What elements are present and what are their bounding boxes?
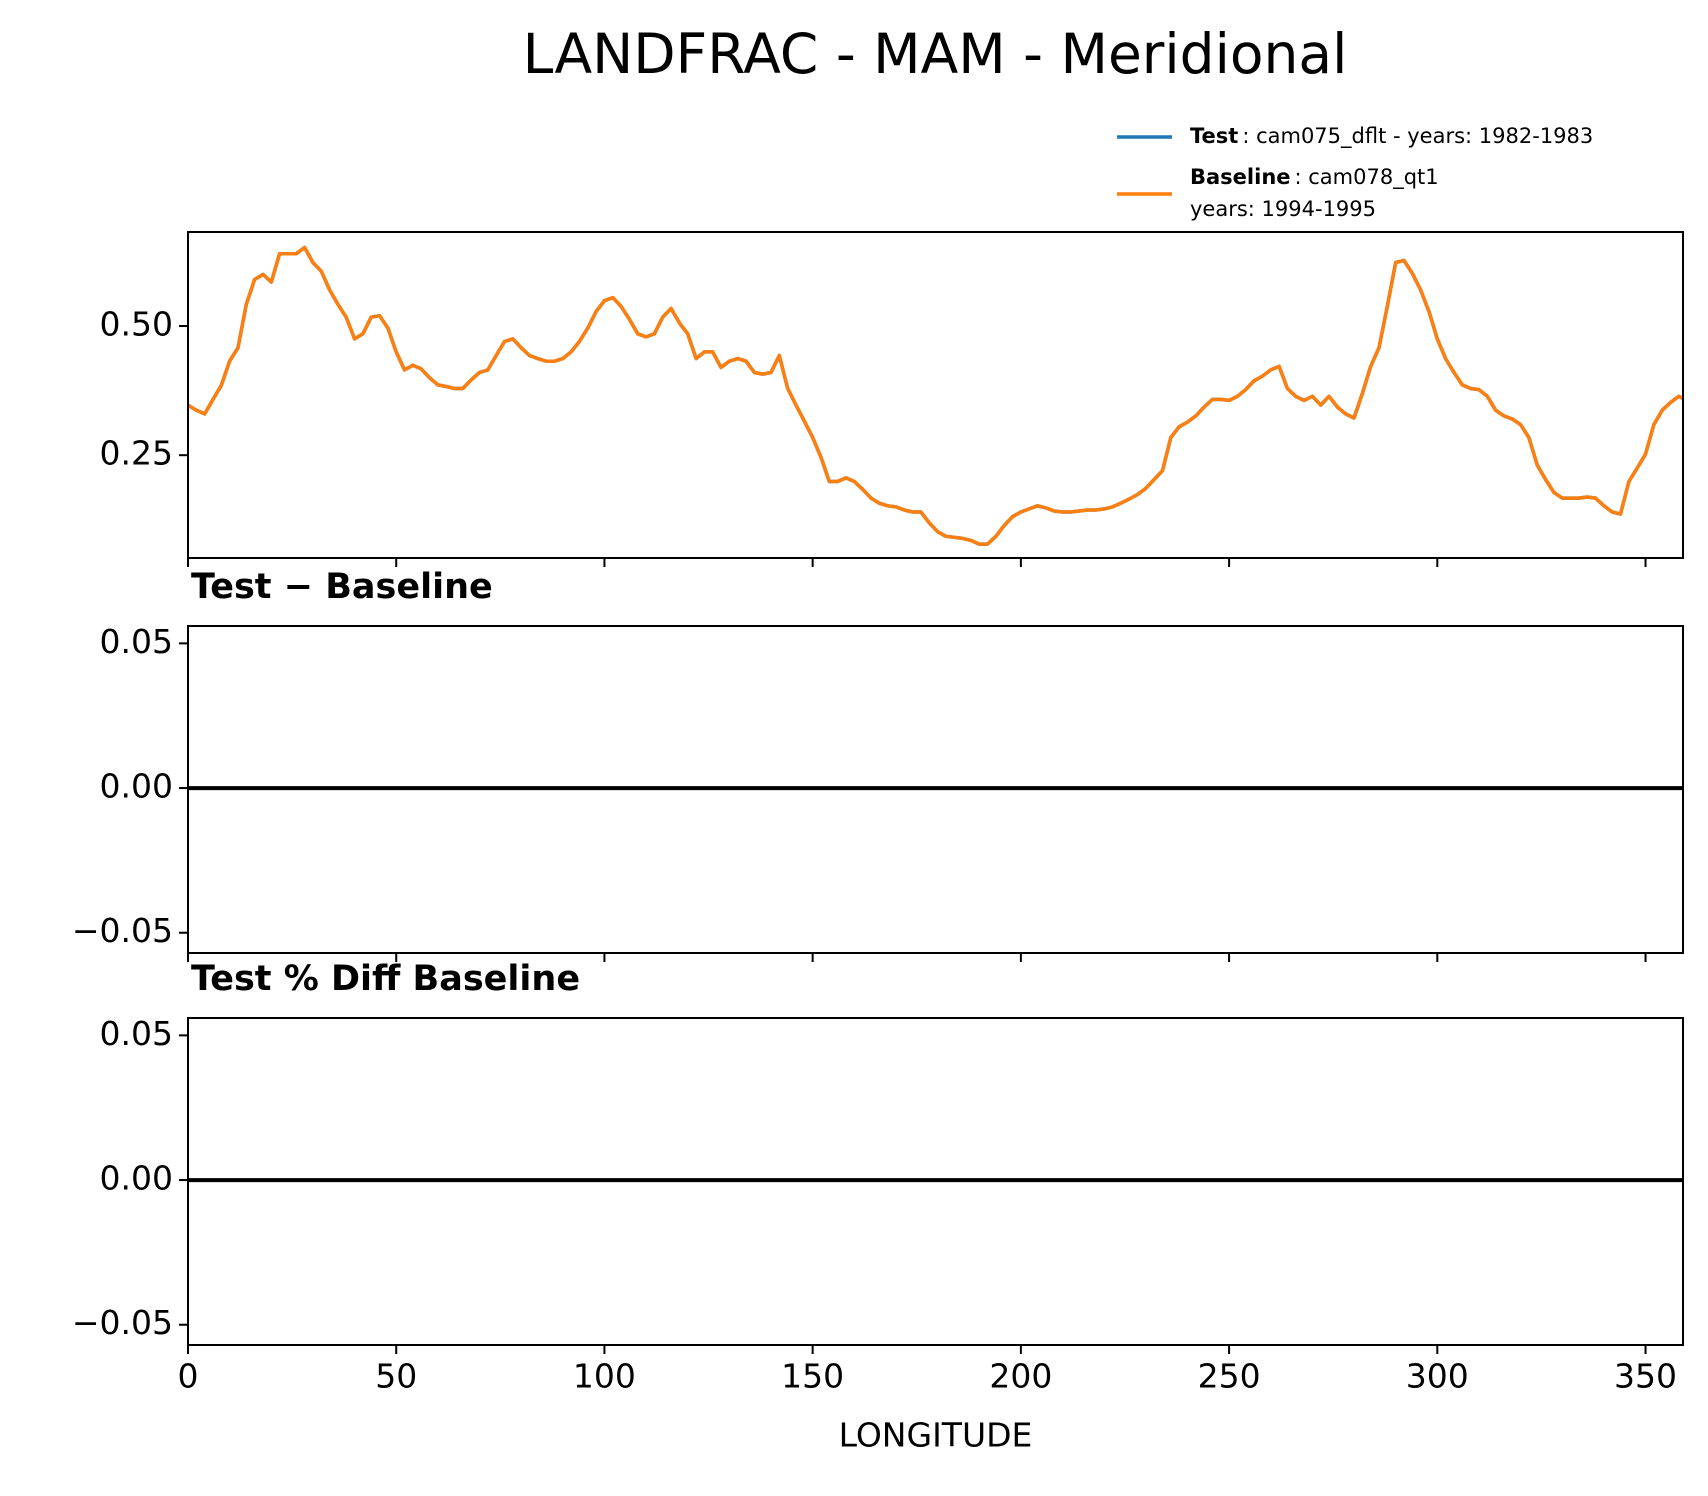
axes-frame	[187, 231, 1684, 559]
axes-frame	[187, 1017, 1684, 1346]
figure-title: LANDFRAC - MAM - Meridional	[523, 22, 1348, 86]
legend-text: Baseline: cam078_qt1	[1190, 165, 1439, 190]
legend-name: Baseline	[1190, 165, 1291, 189]
x-tick-label: 200	[989, 1357, 1052, 1396]
legend-detail: years: 1994-1995	[1190, 197, 1376, 221]
x-axis-label: LONGITUDE	[839, 1416, 1033, 1455]
y-tick-label: −0.05	[72, 1303, 173, 1342]
x-tick-label: 250	[1198, 1357, 1261, 1396]
x-tick-label: 350	[1614, 1357, 1677, 1396]
y-tick-label: 0.00	[100, 1159, 173, 1198]
x-tick-label: 300	[1406, 1357, 1469, 1396]
y-tick-label: 0.05	[100, 622, 173, 661]
axes-frame	[187, 625, 1684, 954]
x-tick-label: 50	[375, 1357, 417, 1396]
y-tick-label: 0.00	[100, 767, 173, 806]
y-tick-label: 0.25	[100, 434, 173, 473]
legend-name: Test	[1190, 124, 1238, 148]
plot-area	[188, 245, 1683, 546]
y-tick-label: 0.05	[100, 1014, 173, 1053]
x-tick-label: 150	[781, 1357, 844, 1396]
legend-detail: : cam075_dflt - years: 1982-1983	[1242, 124, 1593, 149]
panel-title: Test % Diff Baseline	[191, 959, 580, 999]
series-line	[188, 245, 1683, 546]
panel-title: Test − Baseline	[191, 567, 493, 607]
x-tick-label: 100	[573, 1357, 636, 1396]
x-tick-label: 0	[178, 1357, 199, 1396]
legend-text: Test: cam075_dflt - years: 1982-1983	[1190, 124, 1593, 149]
y-tick-label: −0.05	[72, 911, 173, 950]
legend-detail: : cam078_qt1	[1295, 165, 1439, 190]
y-tick-label: 0.50	[100, 305, 173, 344]
